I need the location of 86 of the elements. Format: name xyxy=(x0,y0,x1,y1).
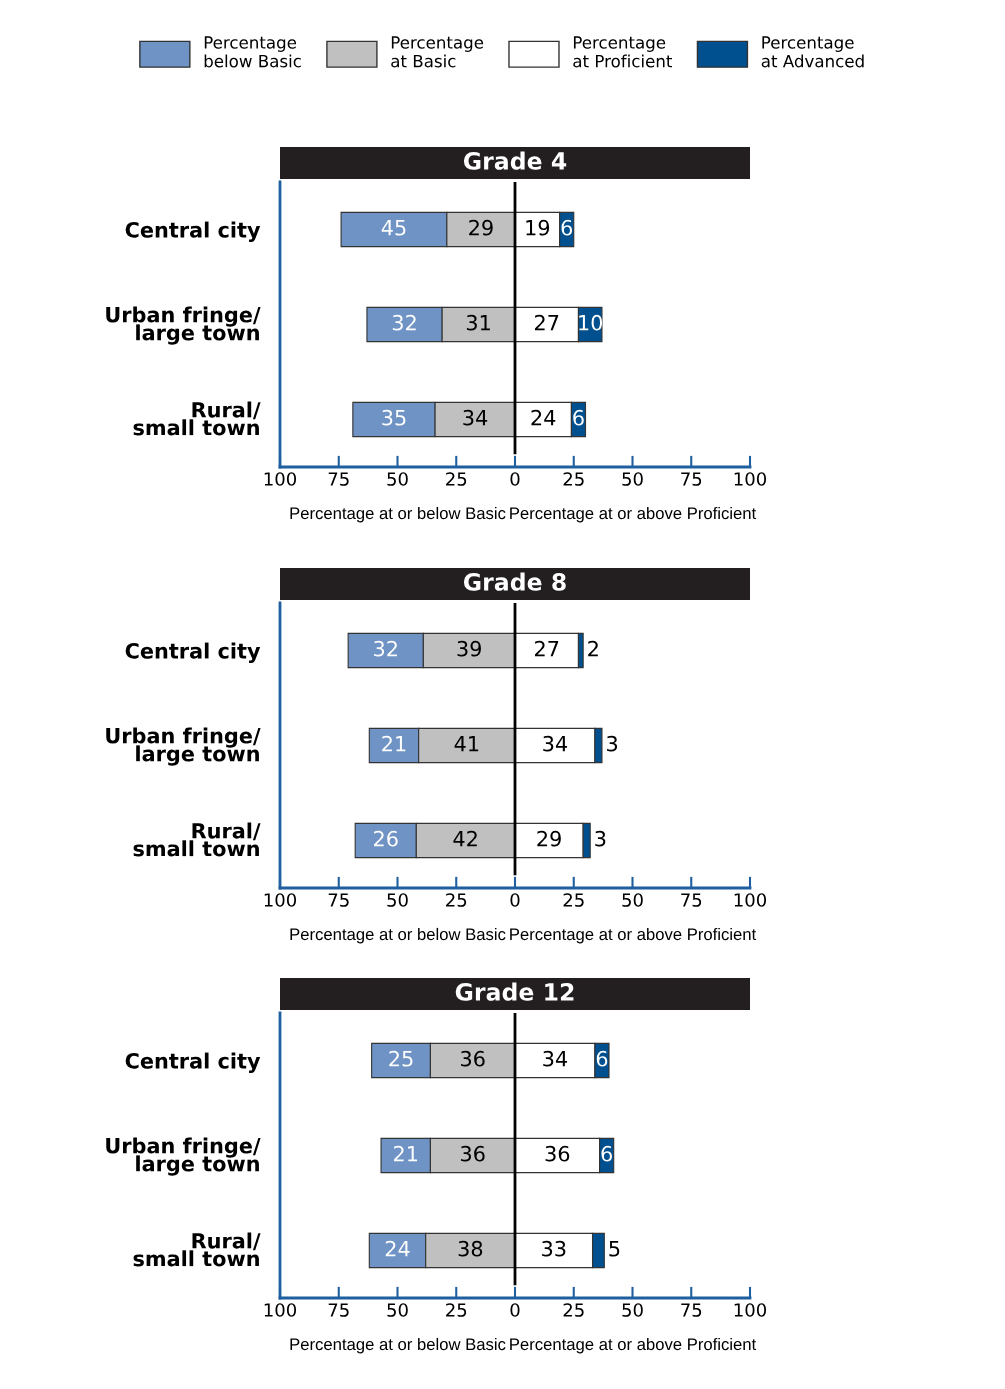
data-label: 27 xyxy=(535,640,559,657)
data-label: 45 xyxy=(381,220,406,236)
x-tick-label: 75 xyxy=(681,1303,702,1317)
data-label: 34 xyxy=(543,1050,568,1067)
x-tick-label: 25 xyxy=(563,893,584,907)
y-tick-label: Central city xyxy=(125,221,261,242)
data-label: 36 xyxy=(461,1050,485,1067)
data-label: 26 xyxy=(374,830,398,847)
legend-label: Percentage below Basic xyxy=(204,36,301,68)
x-tick-label: 50 xyxy=(387,1303,408,1317)
legend-label: Percentage at Advanced xyxy=(761,36,864,68)
y-tick-label: Rural/ small town xyxy=(133,822,261,857)
data-label: 33 xyxy=(542,1240,566,1257)
chart-title: Grade 4 xyxy=(463,151,567,170)
data-label: 24 xyxy=(385,1240,410,1257)
data-label: 5 xyxy=(609,1241,620,1257)
data-label: 42 xyxy=(453,830,477,847)
x-tick-label: 100 xyxy=(264,472,297,486)
y-tick-label: Central city xyxy=(125,642,261,663)
data-label: 29 xyxy=(469,219,493,236)
x-tick-label: 25 xyxy=(563,1303,584,1317)
chart-title: Grade 8 xyxy=(463,572,566,591)
text: Percentage at or above Proficient xyxy=(510,506,757,523)
data-label: 10 xyxy=(579,314,603,331)
x-tick-label: 0 xyxy=(510,893,520,907)
x-tick-label: 100 xyxy=(264,893,297,907)
x-tick-label: 0 xyxy=(510,1303,520,1317)
data-label: 36 xyxy=(545,1145,570,1162)
data-label: 38 xyxy=(458,1240,483,1257)
y-tick-label: Central city xyxy=(125,1052,261,1073)
data-label: 6 xyxy=(561,219,573,236)
x-tick-label: 50 xyxy=(622,893,643,907)
legend-label: Percentage at Proficient xyxy=(573,36,673,68)
data-label: 34 xyxy=(463,409,488,426)
x-tick-label: 75 xyxy=(681,472,702,486)
y-tick-label: Urban fringe/ large town xyxy=(106,1137,261,1176)
data-label: 32 xyxy=(392,314,416,331)
y-tick-label: Urban fringe/ large town xyxy=(106,727,261,766)
data-label: 35 xyxy=(382,409,406,426)
chart-title: Grade 12 xyxy=(455,982,574,1001)
data-label: 6 xyxy=(596,1050,608,1067)
x-tick-label: 50 xyxy=(387,472,408,486)
data-label: 27 xyxy=(535,314,559,331)
text: Percentage at or below Basic xyxy=(290,1337,506,1354)
data-label: 6 xyxy=(573,409,584,426)
x-tick-label: 25 xyxy=(446,472,467,486)
x-tick-label: 75 xyxy=(328,472,349,486)
data-label: 39 xyxy=(457,640,481,657)
x-tick-label: 50 xyxy=(622,1303,643,1317)
data-label: 21 xyxy=(382,735,406,752)
text: Percentage at or above Proficient xyxy=(510,1337,757,1354)
x-tick-label: 75 xyxy=(328,1303,349,1317)
x-tick-label: 75 xyxy=(328,893,349,907)
data-label: 21 xyxy=(394,1145,418,1162)
data-label: 24 xyxy=(531,409,556,426)
x-tick-label: 50 xyxy=(622,472,643,486)
x-tick-label: 100 xyxy=(734,472,767,486)
y-tick-label: Urban fringe/ large town xyxy=(106,306,261,345)
y-tick-label: Rural/ small town xyxy=(133,401,261,436)
x-tick-label: 25 xyxy=(446,893,467,907)
data-label: 3 xyxy=(607,735,618,752)
data-label: 19 xyxy=(526,219,550,236)
data-label: 34 xyxy=(543,735,568,752)
x-tick-label: 100 xyxy=(264,1303,297,1317)
x-tick-label: 75 xyxy=(681,893,702,907)
x-tick-label: 50 xyxy=(387,893,408,907)
data-label: 29 xyxy=(537,830,561,847)
data-label: 41 xyxy=(454,736,479,752)
data-label: 36 xyxy=(461,1145,485,1162)
text: Percentage at or below Basic xyxy=(290,927,506,944)
data-label: 32 xyxy=(374,640,397,657)
x-tick-label: 100 xyxy=(734,1303,767,1317)
data-label: 2 xyxy=(588,640,598,657)
x-tick-label: 100 xyxy=(734,893,767,907)
x-tick-label: 25 xyxy=(563,472,584,486)
y-tick-label: Rural/ small town xyxy=(133,1232,261,1267)
data-label: 31 xyxy=(466,314,490,331)
legend-label: Percentage at Basic xyxy=(391,36,484,68)
x-tick-label: 0 xyxy=(510,472,520,486)
text: Percentage at or above Proficient xyxy=(510,927,757,944)
x-tick-label: 25 xyxy=(446,1303,467,1317)
bar xyxy=(514,632,580,669)
data-label: 25 xyxy=(389,1050,413,1067)
data-label: 6 xyxy=(601,1145,612,1162)
text: Percentage at or below Basic xyxy=(290,506,506,523)
data-label: 3 xyxy=(595,830,606,847)
